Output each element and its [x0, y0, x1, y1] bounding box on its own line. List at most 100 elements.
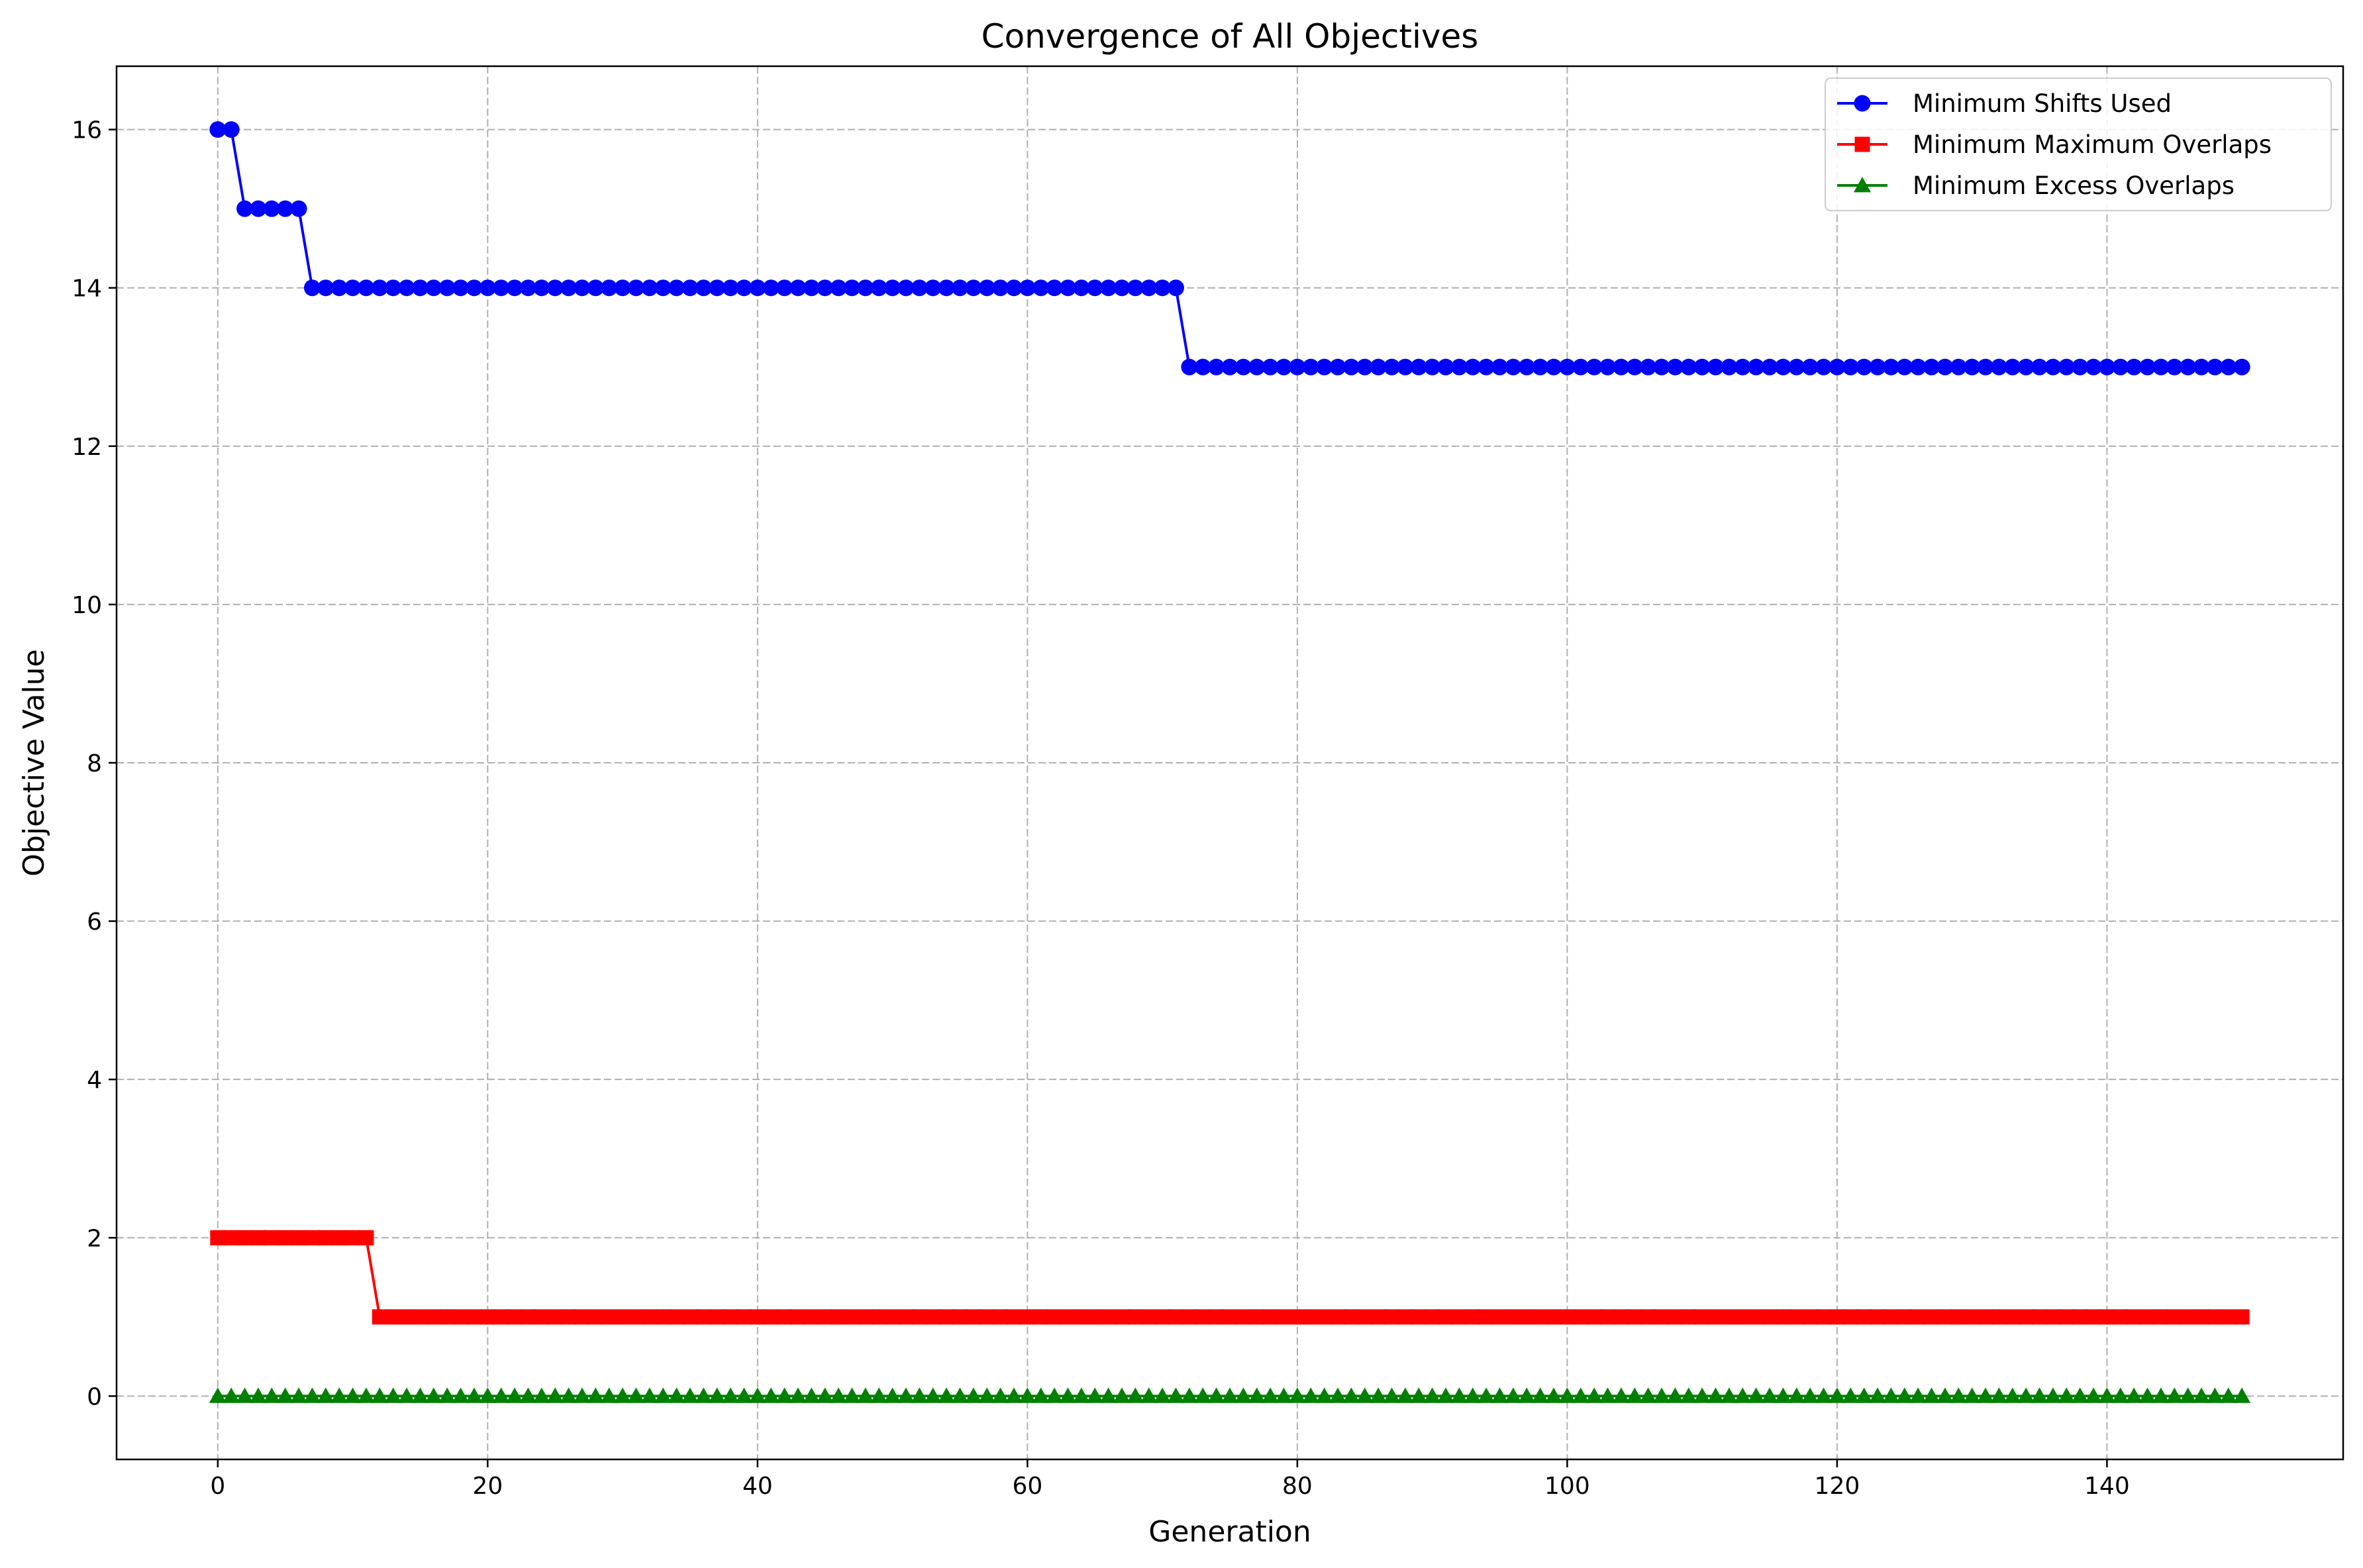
data-point: [817, 279, 834, 297]
data-point: [587, 279, 604, 297]
data-point: [1046, 1309, 1062, 1325]
data-point: [385, 279, 402, 297]
data-point: [1788, 358, 1805, 375]
data-point: [1303, 1309, 1319, 1325]
data-point: [951, 279, 968, 297]
data-point: [776, 279, 793, 297]
data-point: [1518, 358, 1535, 375]
data-point: [1396, 1387, 1414, 1403]
data-point: [1558, 358, 1576, 375]
data-point: [493, 279, 510, 297]
data-point: [453, 1309, 469, 1325]
data-point: [2032, 1309, 2048, 1325]
data-point: [385, 1309, 401, 1325]
data-point: [330, 279, 348, 297]
data-point: [748, 1387, 766, 1403]
data-point: [883, 1387, 901, 1403]
data-point: [1478, 1387, 1495, 1403]
data-point: [1599, 1387, 1617, 1403]
data-point: [1653, 358, 1670, 375]
data-point: [2045, 1309, 2061, 1325]
data-point: [492, 1387, 510, 1403]
data-point: [2207, 1309, 2223, 1325]
data-point: [1518, 1387, 1536, 1403]
data-point: [817, 1309, 833, 1325]
legend-label: Minimum Excess Overlaps: [1913, 172, 2235, 200]
data-point: [2180, 1309, 2196, 1325]
data-point: [303, 1387, 321, 1403]
data-point: [1086, 279, 1103, 297]
data-point: [1262, 1309, 1278, 1325]
data-point: [1180, 1387, 1198, 1403]
data-point: [897, 279, 915, 297]
data-point: [1950, 358, 1967, 375]
data-point: [1829, 358, 1846, 375]
data-point: [1586, 1309, 1602, 1325]
data-point: [2086, 1309, 2101, 1325]
data-point: [2099, 1309, 2115, 1325]
data-point: [1410, 358, 1427, 375]
data-point: [1842, 1309, 1858, 1325]
data-point: [1599, 358, 1617, 375]
data-point: [750, 1309, 766, 1325]
data-point: [1370, 358, 1387, 375]
data-point: [2058, 358, 2075, 375]
data-point: [1491, 358, 1509, 375]
data-point: [1317, 1309, 1332, 1325]
data-point: [951, 1387, 969, 1403]
data-point: [479, 1387, 497, 1403]
data-point: [1330, 1309, 1346, 1325]
data-point: [1329, 358, 1346, 375]
data-point: [1289, 1309, 1305, 1325]
data-point: [1815, 358, 1833, 375]
data-point: [384, 1387, 402, 1403]
data-point: [615, 1309, 630, 1325]
data-point: [372, 1309, 387, 1325]
data-point: [303, 279, 321, 297]
data-point: [1154, 1387, 1172, 1403]
data-point: [1032, 279, 1050, 297]
data-point: [236, 200, 254, 217]
data-point: [1910, 1309, 1926, 1325]
axis-ticks: 0 20 40 60 80 100 120 140 0 2 4 6 8 10 12 14 16: [72, 117, 2130, 1500]
data-point: [1748, 1309, 1764, 1325]
data-point: [1492, 1309, 1508, 1325]
data-point: [2166, 358, 2183, 375]
data-point: [722, 279, 739, 297]
data-point: [695, 279, 712, 297]
data-point: [992, 279, 1009, 297]
data-point: [533, 279, 550, 297]
data-point: [1383, 1387, 1401, 1403]
data-point: [1666, 1387, 1684, 1403]
data-point: [1019, 279, 1036, 297]
data-point: [344, 279, 362, 297]
data-point: [2044, 1387, 2062, 1403]
data-point: [979, 1309, 995, 1325]
x-tick-label: 0: [210, 1473, 225, 1500]
data-point: [1572, 358, 1589, 375]
y-tick-label: 10: [72, 592, 102, 619]
data-point: [1262, 1387, 1280, 1403]
data-point: [1182, 1309, 1197, 1325]
data-point: [1545, 1387, 1563, 1403]
data-point: [1870, 1309, 1885, 1325]
data-point: [1113, 1387, 1131, 1403]
data-point: [2044, 358, 2062, 375]
data-point: [1707, 1387, 1725, 1403]
y-tick-label: 8: [87, 750, 102, 777]
legend-marker: [1854, 95, 1871, 112]
data-point: [1693, 358, 1711, 375]
data-point: [2152, 358, 2170, 375]
data-point: [2003, 1387, 2021, 1403]
data-point: [331, 1230, 347, 1246]
data-point: [1478, 1309, 1494, 1325]
data-point: [1977, 1387, 1995, 1403]
data-point: [399, 1309, 415, 1325]
data-point: [1195, 1309, 1211, 1325]
data-point: [2112, 358, 2129, 375]
data-point: [627, 1387, 645, 1403]
data-point: [1937, 1309, 1953, 1325]
data-point: [1734, 1387, 1752, 1403]
data-point: [1127, 1387, 1144, 1403]
data-point: [2221, 1309, 2237, 1325]
